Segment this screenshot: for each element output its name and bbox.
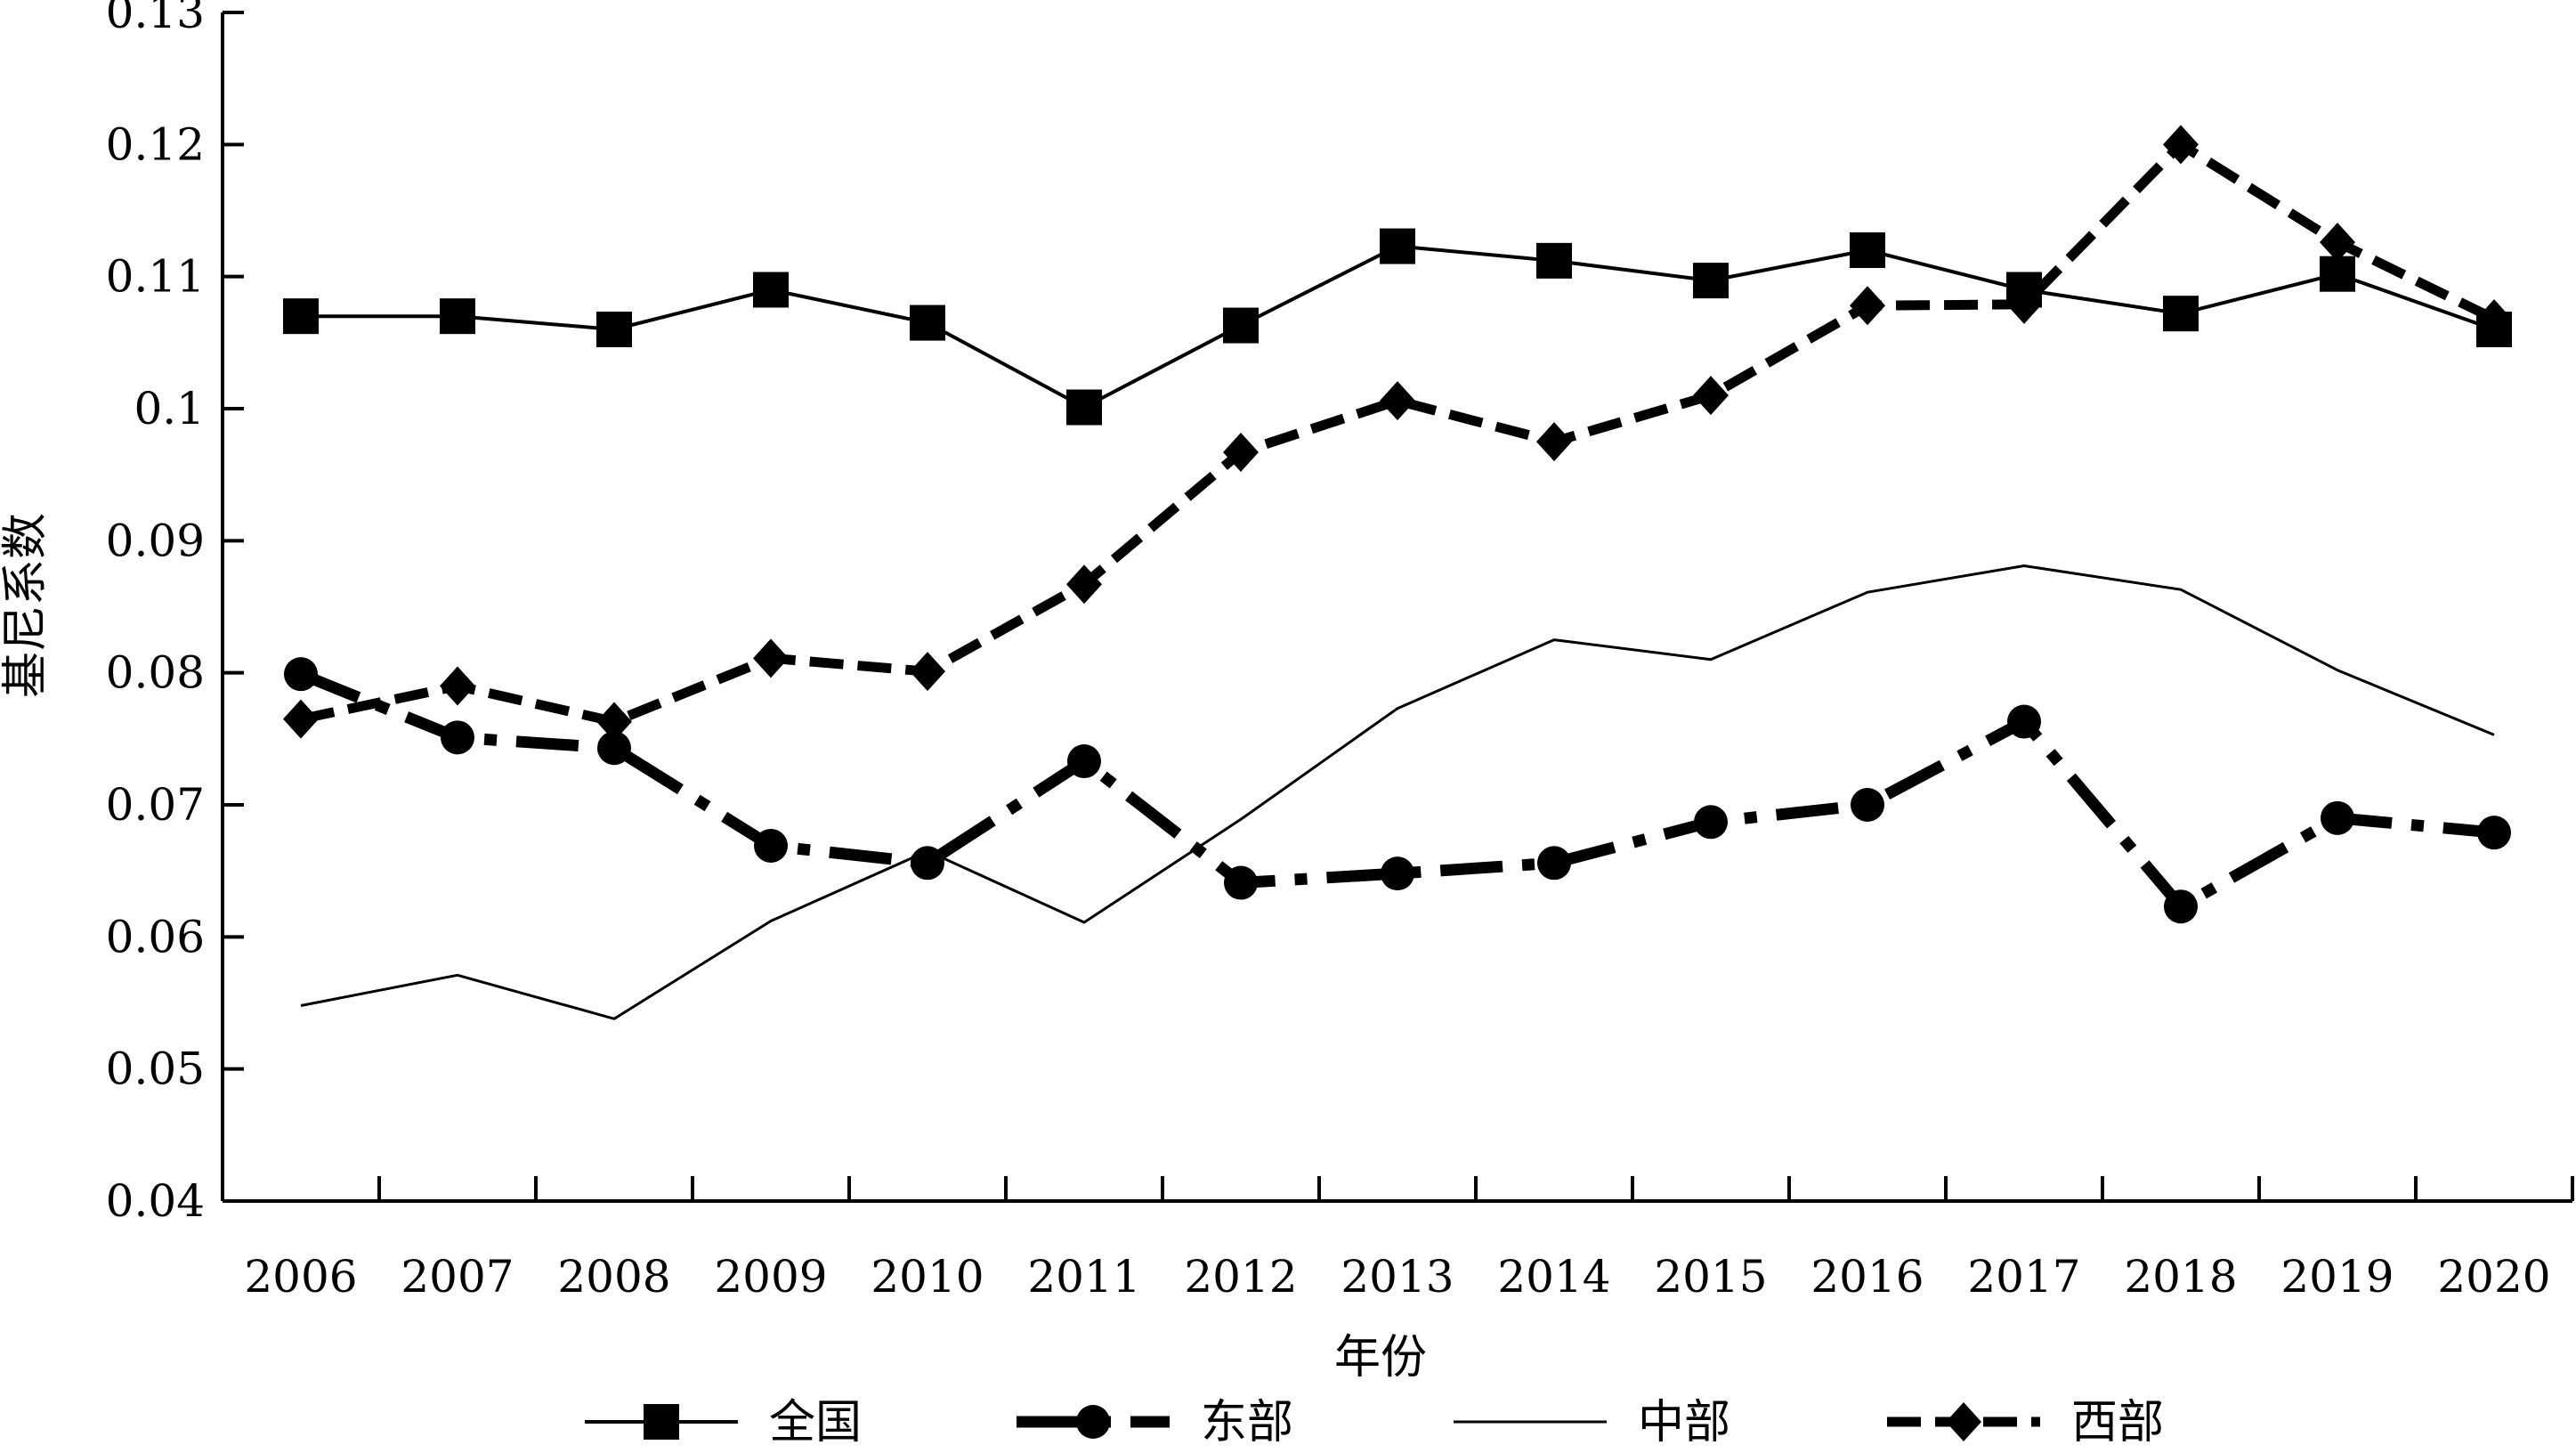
- series-1-point: [1380, 228, 1415, 264]
- legend-label-2: 东部: [1201, 1396, 1293, 1449]
- series-2-point: [1224, 865, 1258, 900]
- x-tick-label: 2017: [1967, 1251, 2080, 1303]
- y-tick-label: 0.09: [106, 515, 205, 566]
- series-2-point: [2477, 816, 2511, 850]
- y-tick-label: 0.07: [106, 779, 205, 831]
- series-2-point: [597, 731, 631, 766]
- x-tick-label: 2007: [401, 1251, 514, 1303]
- series-2-point: [754, 828, 788, 863]
- series-2-point: [1537, 846, 1571, 881]
- series-2-point: [2007, 704, 2041, 739]
- series-2-point: [2164, 889, 2198, 924]
- series-4-point: [1693, 376, 1729, 416]
- series-markers: [283, 125, 2512, 924]
- series-2-point: [1067, 744, 1101, 779]
- series-line-3: [300, 564, 2495, 1020]
- series-1-point: [2476, 312, 2512, 347]
- x-tick-label: 2012: [1184, 1251, 1297, 1303]
- series-2-point: [284, 657, 318, 692]
- series-4-point: [753, 638, 789, 678]
- x-tick-label: 2014: [1497, 1251, 1610, 1303]
- series-1-point: [1536, 242, 1572, 279]
- legend-marker-1: [644, 1404, 679, 1440]
- x-tick-label: 2015: [1654, 1251, 1767, 1303]
- x-tick-label: 2018: [2124, 1251, 2237, 1303]
- series-1-point: [1223, 307, 1259, 344]
- y-tick-label: 0.12: [106, 118, 205, 170]
- y-tick-label: 0.1: [134, 383, 205, 434]
- series-4-point: [440, 666, 475, 706]
- series-1-point: [1850, 232, 1885, 268]
- x-tick-label: 2008: [557, 1251, 670, 1303]
- x-tick-label: 2019: [2280, 1251, 2394, 1303]
- series-1-point: [753, 272, 789, 308]
- series-2-point: [1381, 856, 1414, 891]
- series-2-point: [911, 846, 944, 881]
- series-1-point: [283, 298, 319, 335]
- series-4-point: [283, 699, 319, 739]
- series-4-point: [596, 702, 632, 742]
- x-tick-label: 2016: [1810, 1251, 1924, 1303]
- series-1-point: [2320, 256, 2355, 292]
- series-1-point: [2006, 272, 2042, 308]
- series-4-point: [1850, 286, 1885, 326]
- series-4-point: [1223, 432, 1259, 472]
- x-tick-label: 2010: [871, 1251, 984, 1303]
- series-1-point: [1693, 263, 1729, 299]
- legend: 全国 东部 中部 西部: [585, 1396, 2164, 1449]
- y-tick-label: 0.04: [106, 1175, 205, 1227]
- series-1-point: [440, 298, 475, 335]
- y-tick-label: 0.11: [106, 251, 205, 303]
- legend-label-3: 中部: [1638, 1396, 1730, 1449]
- x-tick-label: 2009: [714, 1251, 827, 1303]
- series-2-point: [2321, 800, 2354, 835]
- series-line-2: [298, 669, 2495, 913]
- y-axis-title: 基尼系数: [0, 513, 53, 698]
- legend-label-4: 西部: [2071, 1396, 2164, 1449]
- series-4-point: [1066, 564, 1102, 605]
- series-2-point: [1694, 805, 1728, 840]
- series-1-point: [1066, 389, 1102, 426]
- series-4-point: [910, 652, 945, 692]
- y-tick-label: 0.05: [106, 1043, 205, 1095]
- axes: 0.04 0.05 0.06 0.07 0.08 0.09 0.1 0.11 0.12 0.13 2…: [106, 0, 2574, 1303]
- x-tick-label: 2011: [1027, 1251, 1140, 1303]
- x-tick-label: 2006: [244, 1251, 357, 1303]
- series-4-point: [2320, 223, 2355, 263]
- series-4-point: [2163, 125, 2199, 165]
- y-tick-label: 0.06: [106, 911, 205, 962]
- x-tick-label: 2020: [2437, 1251, 2550, 1303]
- x-axis-title: 年份: [1334, 1331, 1427, 1384]
- legend-marker-2: [1076, 1405, 1110, 1439]
- series-1-point: [2163, 296, 2199, 332]
- series-2-point: [441, 720, 474, 755]
- y-tick-label: 0.08: [106, 647, 205, 699]
- series-4-point: [1536, 422, 1572, 462]
- y-tick-label: 0.13: [106, 0, 205, 38]
- legend-label-1: 全国: [769, 1396, 862, 1449]
- series-1-point: [910, 304, 945, 341]
- series-2-point: [1851, 788, 1884, 822]
- series-1-point: [596, 312, 632, 347]
- series-4-point: [1380, 381, 1415, 421]
- legend-marker-4: [1946, 1402, 1981, 1441]
- x-tick-label: 2013: [1341, 1251, 1454, 1303]
